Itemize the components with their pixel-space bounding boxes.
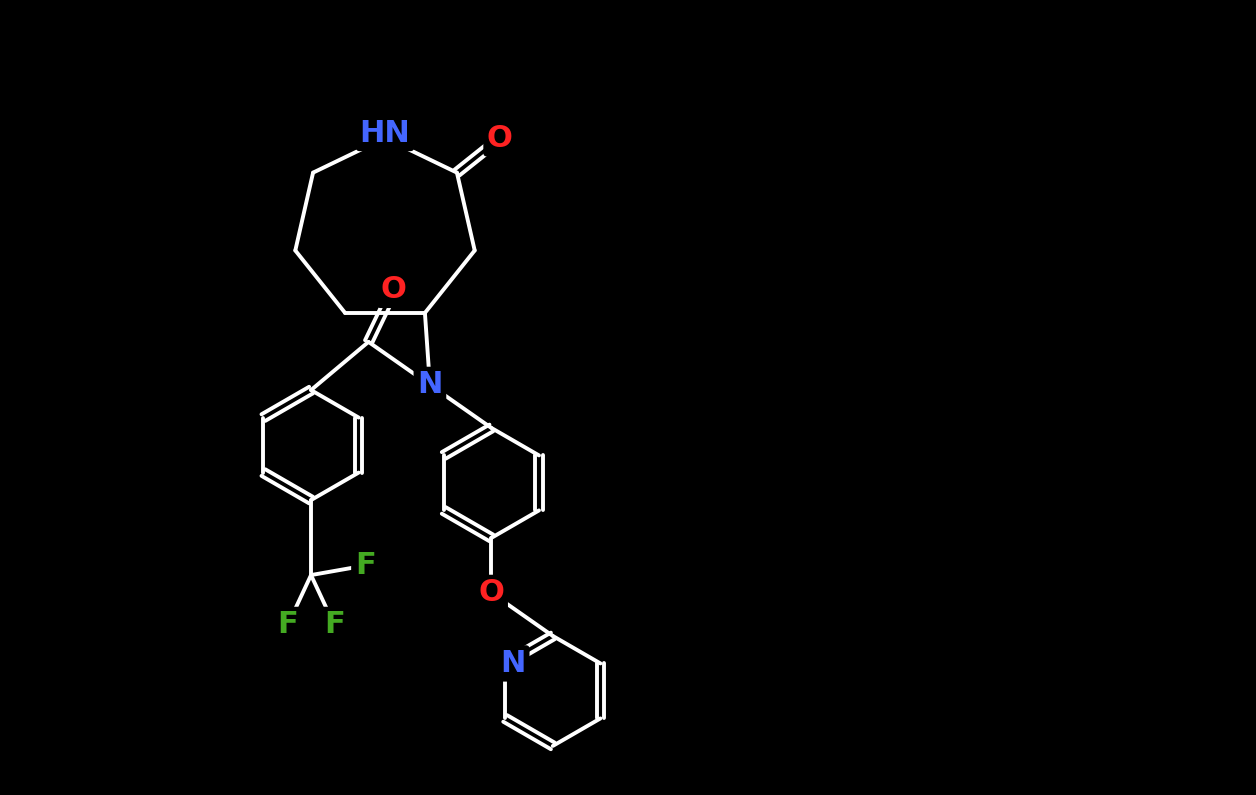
Text: F: F xyxy=(278,611,298,639)
Text: HN: HN xyxy=(359,118,411,148)
Text: N: N xyxy=(417,370,442,399)
Text: O: O xyxy=(381,275,407,304)
Text: F: F xyxy=(324,611,344,639)
Text: O: O xyxy=(479,579,505,607)
Text: F: F xyxy=(354,551,376,580)
Text: O: O xyxy=(487,124,512,153)
Text: N: N xyxy=(500,649,526,678)
